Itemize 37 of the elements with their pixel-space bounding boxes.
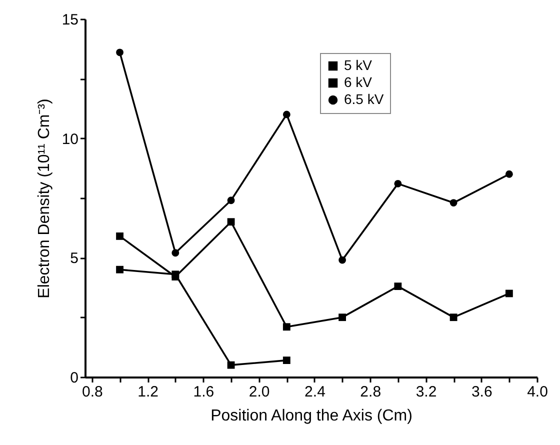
y-tick-label: 0 — [70, 370, 78, 386]
x-tick-label: 2.0 — [248, 384, 270, 400]
x-tick-label: 2.8 — [360, 384, 382, 400]
point — [116, 48, 124, 56]
point — [505, 170, 513, 178]
point — [282, 323, 290, 331]
y-tick-label: 10 — [62, 130, 78, 148]
y-axis-title: Electron Density (10¹¹ Cm⁻³) — [36, 98, 53, 298]
point — [394, 180, 402, 188]
point — [505, 290, 513, 298]
point — [227, 196, 235, 204]
x-axis-title: Position Along the Axis (Cm) — [210, 408, 412, 424]
point — [450, 314, 458, 322]
point — [116, 266, 124, 274]
x-tick-label: 4.0 — [527, 384, 548, 400]
legend-label: 6 kV — [344, 74, 373, 90]
point — [282, 110, 290, 118]
point — [338, 256, 346, 264]
point — [338, 314, 346, 322]
point — [282, 356, 290, 364]
point — [227, 218, 235, 226]
point — [116, 232, 124, 240]
legend-label: 6.5 kV — [344, 91, 384, 107]
point — [172, 249, 180, 257]
x-tick-label: 0.8 — [82, 384, 103, 400]
y-tick-label: 5 — [70, 250, 78, 268]
point — [227, 361, 235, 369]
point — [450, 199, 458, 206]
x-tick-label: 3.2 — [416, 384, 437, 400]
point — [394, 282, 402, 290]
legend-label: 5 kV — [344, 57, 373, 73]
point — [172, 273, 180, 280]
x-tick-label: 2.4 — [304, 384, 326, 400]
x-tick-label: 1.2 — [138, 384, 159, 400]
x-tick-label: 3.6 — [471, 384, 492, 400]
y-tick-label: 15 — [62, 12, 78, 28]
x-tick-label: 1.6 — [193, 384, 214, 400]
